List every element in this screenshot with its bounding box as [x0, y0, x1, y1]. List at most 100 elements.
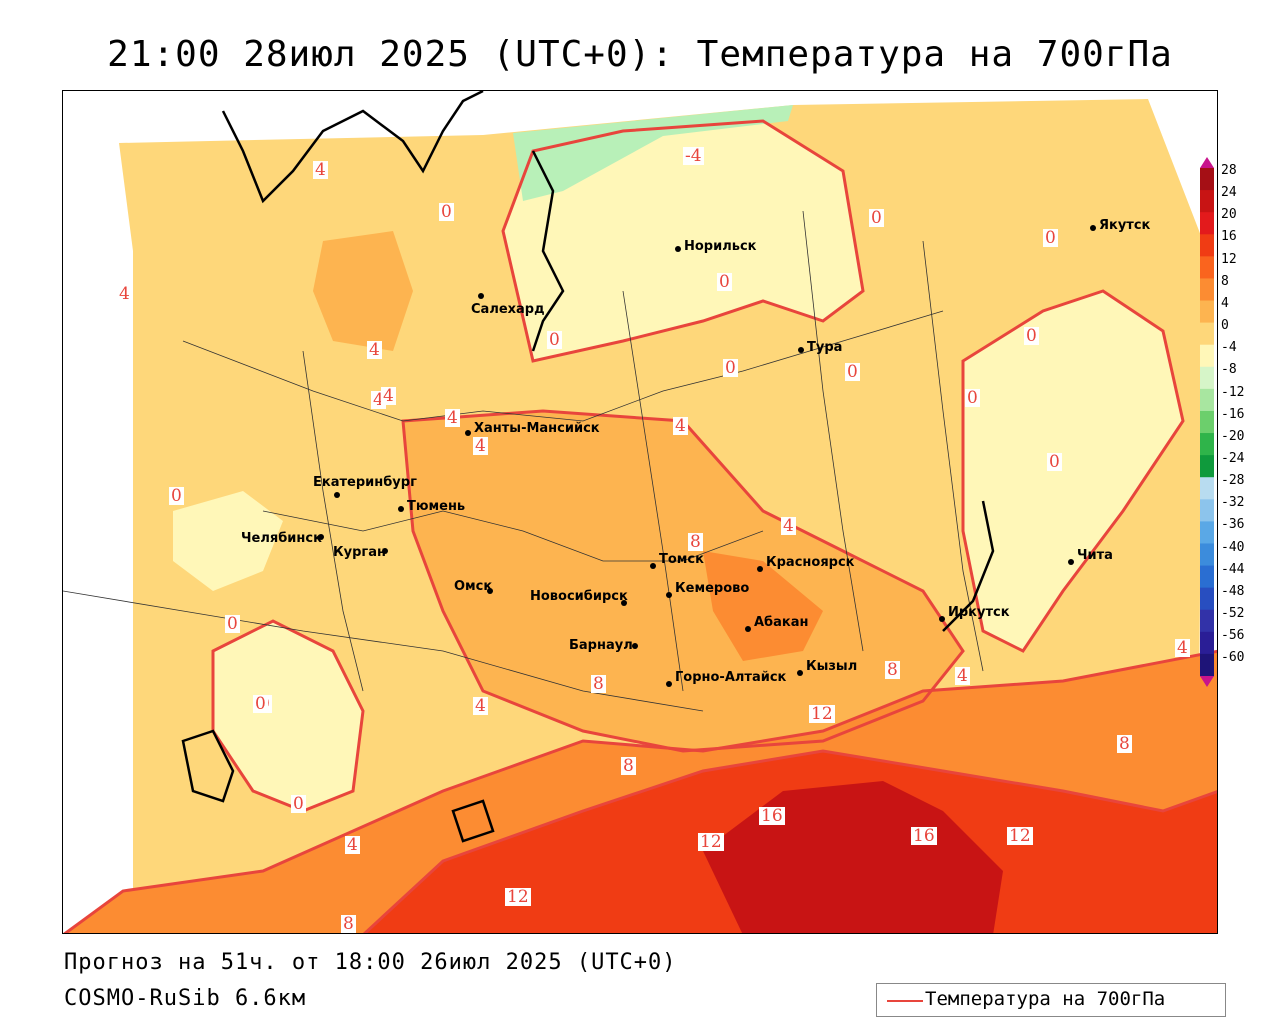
colorbar-tick-label: -20	[1221, 428, 1245, 444]
zone-0-ural	[173, 491, 283, 591]
isoline-value-label: 12	[698, 832, 724, 852]
colorbar-tick-label: -48	[1221, 583, 1245, 599]
coastline-baikal	[942, 500, 995, 632]
colorbar-segment	[1200, 234, 1214, 257]
colorbar-segment	[1200, 190, 1214, 213]
city-label: Красноярск	[766, 555, 855, 570]
city-label: Чита	[1077, 548, 1113, 563]
isoline-value-label: 0	[169, 486, 184, 506]
isotherm-0-west	[211, 619, 365, 813]
colorbar-tick-label: 12	[1221, 251, 1237, 267]
city-label: Екатеринбург	[313, 475, 417, 490]
isoline-value-label: 16	[911, 826, 937, 846]
region-border	[262, 510, 764, 562]
colorbar-tick-label: 4	[1221, 295, 1229, 311]
isoline-value-label: 0	[1043, 228, 1058, 248]
city-label: Якутск	[1099, 218, 1151, 233]
colorbar-tick-label: -24	[1221, 450, 1245, 466]
colorbar-segment	[1200, 388, 1214, 412]
isoline-value-label: 4	[473, 696, 488, 716]
colorbar-segment	[1200, 587, 1214, 611]
zone-0-east	[963, 291, 1183, 651]
colorbar-segment	[1200, 212, 1214, 235]
isotherm-0-north	[501, 119, 865, 363]
city-marker	[798, 347, 804, 353]
city-marker	[632, 643, 638, 649]
zone-4-8-central	[403, 411, 963, 751]
city-label: Горно-Алтайск	[675, 670, 787, 685]
map-title: 21:00 28июл 2025 (UTC+0): Температура на…	[107, 34, 1173, 75]
city-label: Абакан	[754, 615, 809, 630]
colorbar-segment	[1200, 609, 1214, 633]
city-marker	[398, 506, 404, 512]
isoline-value-label: 0	[225, 614, 240, 634]
isoline-value-label: 4	[473, 436, 488, 456]
colorbar-tick-label: 16	[1221, 229, 1237, 245]
colorbar-segment	[1200, 344, 1214, 368]
isoline-value-label: 8	[341, 914, 356, 934]
colorbar-tick-label: -32	[1221, 495, 1245, 511]
city-marker	[382, 548, 388, 554]
city-marker	[621, 600, 627, 606]
isoline-value-label: 4	[781, 516, 796, 536]
colorbar-max-arrow	[1200, 157, 1214, 168]
isoline-value-label: 0	[723, 358, 738, 378]
colorbar-segment	[1200, 455, 1214, 478]
region-border	[802, 210, 864, 652]
city-marker	[478, 293, 484, 299]
legend-label: Температура на 700гПа	[925, 988, 1166, 1010]
isoline-value-label: 0	[291, 794, 306, 814]
city-marker	[1068, 559, 1074, 565]
isoline-value-label: 8	[1117, 734, 1132, 754]
city-marker	[666, 592, 672, 598]
isoline-value-label: 8	[688, 532, 703, 552]
legend: Температура на 700гПа	[876, 983, 1226, 1017]
colorbar-tick-label: 8	[1221, 273, 1229, 289]
coastline-north	[221, 91, 484, 204]
colorbar-tick-label: -40	[1221, 539, 1245, 555]
model-name: COSMO-RuSib 6.6км	[64, 986, 307, 1011]
city-label: Барнаул	[569, 638, 633, 653]
isoline-value-label: 4	[367, 340, 382, 360]
colorbar-segment	[1200, 499, 1214, 522]
city-label: Салехард	[471, 302, 545, 317]
isotherm-0-east	[961, 289, 1185, 653]
forecast-info: Прогноз на 51ч. от 18:00 26июл 2025 (UTC…	[64, 950, 677, 975]
isoline-value-label: 16	[759, 806, 785, 826]
colorbar-tick-label: 0	[1221, 318, 1229, 334]
colorbar-tick-label: 20	[1221, 207, 1237, 223]
colorbar-tick-label: -4	[1221, 340, 1237, 356]
map-frame: Якутск Норильск Салехард Тура Ханты-Мансийск…	[62, 90, 1218, 934]
city-label: Новосибирск	[530, 589, 628, 604]
colorbar-tick-label: -12	[1221, 384, 1245, 400]
isoline-value-label: 0	[547, 330, 562, 350]
legend-line	[887, 1000, 923, 1002]
isotherm-12	[362, 749, 1217, 933]
isoline-value-label: 4	[381, 386, 396, 406]
isoline-value-label: 4	[445, 408, 460, 428]
city-marker	[757, 566, 763, 572]
city-marker	[650, 563, 656, 569]
region-border	[302, 350, 364, 692]
colorbar-tick-label: -60	[1221, 650, 1245, 666]
isoline-value-label: 4	[673, 416, 688, 436]
city-label: Тура	[807, 340, 843, 355]
isoline-value-label: 8	[591, 674, 606, 694]
city-marker	[1090, 225, 1096, 231]
region-border	[922, 240, 984, 672]
isotherm-4	[401, 409, 965, 753]
city-marker	[745, 626, 751, 632]
isoline-value-label: 12	[1007, 826, 1033, 846]
isoline-value-label: -4	[683, 146, 704, 166]
colorbar-tick-label: -8	[1221, 362, 1237, 378]
colorbar-tick-label: -44	[1221, 561, 1245, 577]
isoline-value-label: 0	[1047, 452, 1062, 472]
zone-minus4	[513, 105, 793, 201]
temperature-map	[63, 91, 1217, 933]
isoline-value-label: 12	[809, 704, 835, 724]
city-marker	[487, 588, 493, 594]
city-label: Кызыл	[806, 659, 858, 674]
colorbar-tick-label: -52	[1221, 606, 1245, 621]
city-label: Кемерово	[675, 581, 750, 596]
colorbar-tick-label: -36	[1221, 517, 1245, 533]
